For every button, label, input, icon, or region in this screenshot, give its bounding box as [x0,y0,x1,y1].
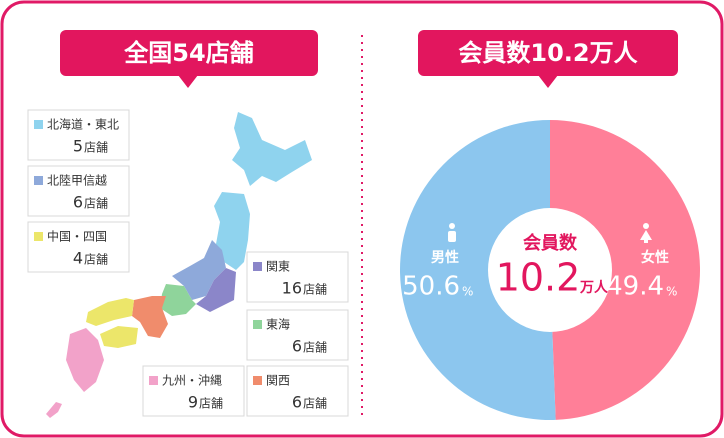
region-name: 北陸甲信越 [47,174,107,188]
map-region [46,402,62,418]
map-region [232,112,312,186]
slice-unit: % [666,285,677,299]
region-box: 東海6 店舗 [246,309,349,361]
slice-value: 50.6 [402,272,460,302]
right-title: 会員数10.2万人 [458,39,637,67]
region-card [246,251,349,303]
region-count: 9 [188,393,198,412]
map-region [66,328,104,392]
region-unit: 店舗 [199,397,223,411]
map-region [132,296,168,338]
region-unit: 店舗 [84,197,108,211]
region-card [246,365,349,417]
region-card [27,109,130,161]
donut-hole [488,208,612,332]
region-unit: 店舗 [303,283,327,297]
region-swatch [34,176,43,185]
region-unit: 店舗 [84,141,108,155]
region-box: 関東 16 店舗 [246,251,349,303]
region-count: 6 [292,393,302,412]
region-swatch [253,376,262,385]
donut-slice [550,120,701,420]
left-title: 全国54店舗 [123,39,253,67]
region-card [142,365,245,417]
slice-label: 女性 [641,249,669,266]
center-value: 10.2 [496,256,581,300]
region-name: 関東 [266,260,290,274]
region-card [246,309,349,361]
region-unit: 店舗 [84,253,108,267]
region-unit: 店舗 [303,341,327,355]
bubble-pointer [178,75,198,88]
region-name: 東海 [266,317,290,332]
map-region [160,284,196,316]
region-name: 九州・沖縄 [162,373,222,388]
male-icon [448,223,456,242]
title-bubble [418,30,678,76]
region-box: 北陸甲信越 6 店舗 [27,165,130,217]
center-label: 会員数 [523,232,578,254]
region-name: 関西 [266,374,290,388]
slice-label: 男性 [431,249,459,266]
region-swatch [34,232,43,241]
donut-slice [400,120,556,420]
map-region [86,298,134,326]
female-icon [640,223,652,243]
region-swatch [253,262,262,271]
region-count: 6 [292,337,302,356]
slice-unit: % [462,285,473,299]
region-swatch [34,120,43,129]
map-region [196,268,236,312]
japan-map [46,112,312,418]
region-swatch [253,320,262,329]
region-count: 6 [73,193,83,212]
region-name: 北海道・東北 [47,117,119,132]
region-count: 4 [73,249,83,268]
region-box: 関西6 店舗 [246,365,349,417]
region-card [27,221,130,273]
region-name: 中国・四国 [47,229,107,244]
region-swatch [149,376,158,385]
region-box: 北海道・東北 5 店舗 [27,109,130,161]
region-card [27,165,130,217]
bubble-pointer [538,75,558,88]
region-unit: 店舗 [303,397,327,411]
slice-value: 49.4 [606,272,664,302]
region-count: 16 [282,279,302,298]
title-bubble [60,30,318,76]
map-region [214,192,250,270]
map-region [100,326,138,348]
map-region [172,240,226,300]
donut-chart [400,120,701,420]
region-box: 中国・四国 4 店舗 [27,221,130,273]
region-box: 九州・沖縄 9 店舗 [142,365,245,417]
region-count: 5 [73,137,83,156]
center-unit: 万人 [579,279,609,296]
